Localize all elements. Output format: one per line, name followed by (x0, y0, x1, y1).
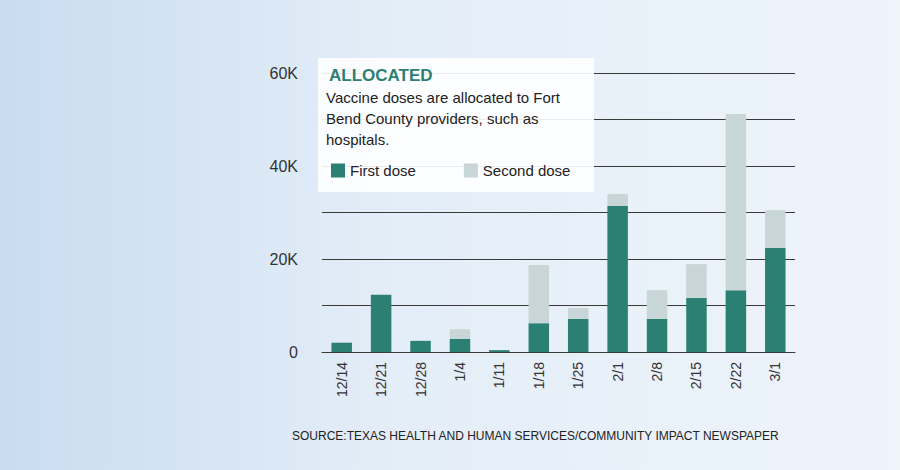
svg-text:Vaccine doses are allocated to: Vaccine doses are allocated to Fort (326, 89, 564, 106)
svg-text:40K: 40K (270, 158, 299, 175)
svg-text:2/15: 2/15 (688, 362, 704, 389)
svg-text:12/21: 12/21 (373, 362, 389, 397)
svg-text:Second dose: Second dose (483, 162, 571, 179)
svg-text:1/25: 1/25 (570, 362, 586, 389)
svg-text:1/18: 1/18 (531, 362, 547, 389)
svg-text:Bend County providers, such as: Bend County providers, such as (326, 110, 543, 127)
svg-text:3/1: 3/1 (767, 362, 783, 382)
svg-text:2/8: 2/8 (649, 362, 665, 382)
svg-text:1/4: 1/4 (452, 362, 468, 382)
svg-text:hospitals.: hospitals. (326, 131, 389, 148)
svg-text:12/14: 12/14 (334, 362, 350, 397)
svg-text:ALLOCATED: ALLOCATED (329, 66, 433, 85)
svg-text:2/22: 2/22 (728, 362, 744, 389)
svg-text:60K: 60K (270, 65, 299, 82)
svg-text:12/28: 12/28 (413, 362, 429, 397)
svg-text:2/1: 2/1 (610, 362, 626, 382)
svg-text:1/11: 1/11 (491, 362, 507, 388)
svg-text:20K: 20K (270, 251, 299, 268)
svg-text:SOURCE:TEXAS HEALTH AND HUMAN: SOURCE:TEXAS HEALTH AND HUMAN SERVICES/C… (292, 429, 779, 443)
svg-text:First dose: First dose (350, 162, 416, 179)
svg-text:0: 0 (289, 344, 298, 361)
